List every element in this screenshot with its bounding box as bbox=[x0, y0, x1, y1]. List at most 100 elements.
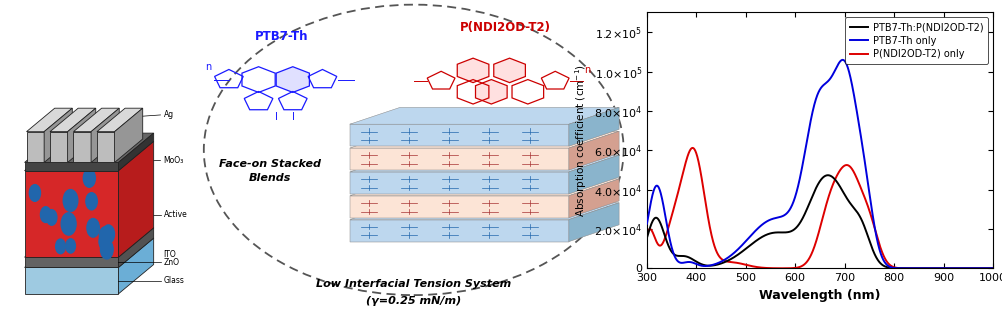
PTB7-Th:P(NDI2OD-T2) bbox=[976, 266, 988, 270]
Polygon shape bbox=[457, 58, 488, 83]
Polygon shape bbox=[350, 203, 618, 220]
P(NDI2OD-T2) only bbox=[976, 266, 988, 270]
PTB7-Th only bbox=[640, 222, 652, 226]
Polygon shape bbox=[50, 132, 67, 163]
Circle shape bbox=[66, 239, 75, 253]
Polygon shape bbox=[26, 108, 72, 132]
Line: PTB7-Th:P(NDI2OD-T2): PTB7-Th:P(NDI2OD-T2) bbox=[646, 175, 992, 268]
Polygon shape bbox=[91, 108, 119, 163]
Polygon shape bbox=[350, 131, 618, 148]
Polygon shape bbox=[73, 108, 119, 132]
PTB7-Th:P(NDI2OD-T2) bbox=[658, 233, 670, 237]
Line: PTB7-Th only: PTB7-Th only bbox=[646, 60, 992, 268]
P(NDI2OD-T2) only bbox=[640, 231, 652, 235]
Polygon shape bbox=[475, 80, 507, 104]
Text: P(NDI2OD-T2): P(NDI2OD-T2) bbox=[459, 21, 550, 34]
Polygon shape bbox=[350, 220, 568, 241]
Polygon shape bbox=[44, 108, 72, 163]
PTB7-Th:P(NDI2OD-T2) bbox=[913, 266, 925, 270]
PTB7-Th:P(NDI2OD-T2) bbox=[976, 266, 988, 270]
Polygon shape bbox=[568, 179, 618, 218]
PTB7-Th:P(NDI2OD-T2) bbox=[986, 266, 998, 270]
Text: Face-on Stacked
Blends: Face-on Stacked Blends bbox=[218, 159, 321, 183]
Polygon shape bbox=[25, 257, 118, 267]
Polygon shape bbox=[568, 131, 618, 170]
Circle shape bbox=[86, 193, 97, 210]
PTB7-Th only bbox=[986, 266, 998, 270]
Text: Active: Active bbox=[163, 210, 187, 219]
Circle shape bbox=[83, 169, 95, 187]
Polygon shape bbox=[25, 228, 153, 257]
Polygon shape bbox=[350, 148, 568, 170]
PTB7-Th only bbox=[913, 266, 925, 270]
Circle shape bbox=[99, 227, 110, 244]
Polygon shape bbox=[97, 132, 114, 163]
Polygon shape bbox=[50, 108, 95, 132]
Polygon shape bbox=[25, 141, 153, 171]
Text: Ag: Ag bbox=[163, 110, 173, 119]
Legend: PTB7-Th:P(NDI2OD-T2), PTB7-Th only, P(NDI2OD-T2) only: PTB7-Th:P(NDI2OD-T2), PTB7-Th only, P(ND… bbox=[845, 17, 987, 64]
Polygon shape bbox=[118, 133, 153, 171]
PTB7-Th:P(NDI2OD-T2) bbox=[809, 188, 821, 192]
PTB7-Th only bbox=[976, 266, 988, 270]
Circle shape bbox=[46, 210, 57, 225]
PTB7-Th:P(NDI2OD-T2) bbox=[822, 173, 834, 177]
Circle shape bbox=[61, 213, 76, 235]
Text: PTB7-Th: PTB7-Th bbox=[255, 30, 308, 43]
X-axis label: Wavelength (nm): Wavelength (nm) bbox=[759, 289, 880, 302]
Polygon shape bbox=[350, 172, 568, 194]
Polygon shape bbox=[25, 163, 118, 171]
Circle shape bbox=[100, 240, 113, 259]
Polygon shape bbox=[67, 108, 95, 163]
Text: ITO: ITO bbox=[163, 250, 176, 259]
P(NDI2OD-T2) only bbox=[658, 237, 670, 241]
Polygon shape bbox=[350, 124, 568, 146]
Polygon shape bbox=[25, 267, 118, 294]
Polygon shape bbox=[350, 179, 618, 196]
Circle shape bbox=[55, 239, 65, 254]
PTB7-Th:P(NDI2OD-T2) bbox=[800, 209, 812, 213]
Circle shape bbox=[87, 218, 99, 237]
Polygon shape bbox=[118, 228, 153, 267]
Circle shape bbox=[29, 185, 40, 201]
PTB7-Th only bbox=[836, 58, 848, 62]
PTB7-Th only bbox=[976, 266, 988, 270]
PTB7-Th only bbox=[809, 100, 821, 103]
PTB7-Th:P(NDI2OD-T2) bbox=[640, 236, 652, 240]
Polygon shape bbox=[350, 155, 618, 172]
Polygon shape bbox=[118, 141, 153, 257]
PTB7-Th only bbox=[800, 144, 812, 148]
Polygon shape bbox=[350, 107, 618, 124]
Polygon shape bbox=[114, 108, 142, 163]
Text: ZnO: ZnO bbox=[163, 258, 179, 267]
P(NDI2OD-T2) only bbox=[800, 261, 812, 265]
P(NDI2OD-T2) only bbox=[686, 146, 698, 150]
Text: Glass: Glass bbox=[163, 276, 184, 285]
P(NDI2OD-T2) only bbox=[976, 266, 988, 270]
P(NDI2OD-T2) only bbox=[913, 266, 925, 270]
Polygon shape bbox=[97, 108, 142, 132]
PTB7-Th only bbox=[658, 210, 670, 214]
Polygon shape bbox=[118, 238, 153, 294]
Polygon shape bbox=[25, 171, 118, 257]
Polygon shape bbox=[568, 203, 618, 241]
Polygon shape bbox=[350, 196, 568, 218]
Polygon shape bbox=[26, 132, 44, 163]
Text: n: n bbox=[583, 66, 590, 76]
Polygon shape bbox=[276, 67, 309, 92]
Polygon shape bbox=[73, 132, 91, 163]
Circle shape bbox=[99, 232, 111, 250]
P(NDI2OD-T2) only bbox=[809, 242, 821, 246]
Text: (γ=0.25 mN/m): (γ=0.25 mN/m) bbox=[366, 296, 461, 306]
Polygon shape bbox=[568, 107, 618, 146]
Polygon shape bbox=[25, 238, 153, 267]
Circle shape bbox=[40, 207, 51, 222]
Polygon shape bbox=[568, 155, 618, 194]
Y-axis label: Absorption coefficient (cm$^{-1}$): Absorption coefficient (cm$^{-1}$) bbox=[572, 64, 588, 217]
Circle shape bbox=[102, 225, 114, 243]
Polygon shape bbox=[493, 58, 525, 83]
Polygon shape bbox=[25, 133, 153, 163]
Circle shape bbox=[63, 190, 78, 212]
Line: P(NDI2OD-T2) only: P(NDI2OD-T2) only bbox=[646, 148, 992, 268]
P(NDI2OD-T2) only bbox=[986, 266, 998, 270]
